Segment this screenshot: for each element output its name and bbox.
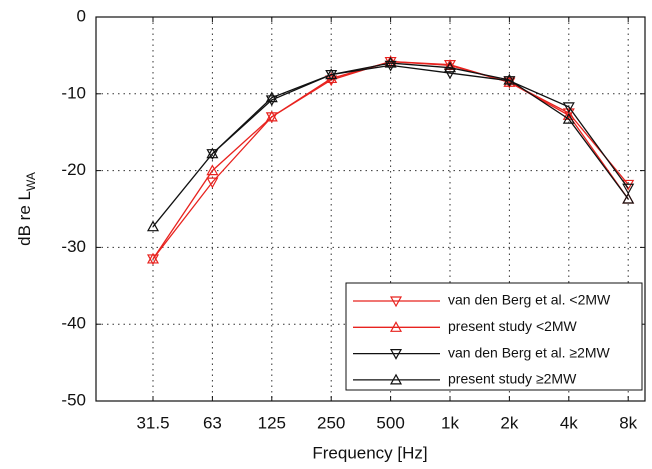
marker: [562, 102, 575, 114]
marker: [384, 60, 397, 72]
y-tick-label: -10: [61, 83, 86, 102]
x-tick-label: 500: [376, 413, 404, 432]
marker: [325, 72, 338, 84]
legend-label: van den Berg et al. <2MW: [448, 292, 611, 308]
y-axis-label-sub: WA: [24, 172, 38, 191]
x-tick-label: 4k: [560, 413, 578, 432]
y-tick-label: 0: [77, 6, 86, 25]
marker: [384, 56, 397, 68]
legend-label: present study ≥2MW: [448, 371, 577, 387]
legend-label: van den Berg et al. ≥2MW: [448, 344, 611, 360]
x-tick-label: 2k: [500, 413, 518, 432]
series-line: [211, 64, 629, 189]
legend: van den Berg et al. <2MW present study <2…: [345, 282, 643, 391]
marker: [622, 192, 635, 204]
legend-marker: [389, 321, 403, 332]
legend-marker: [389, 373, 403, 385]
marker: [206, 177, 219, 189]
marker: [146, 220, 160, 232]
y-axis-label: dB re LWA: [15, 172, 38, 246]
marker: [443, 61, 457, 73]
x-tick-label: 31.5: [136, 413, 169, 432]
x-tick-label: 1k: [441, 413, 459, 432]
y-tick-label: -20: [61, 160, 86, 179]
marker: [443, 68, 457, 80]
y-axis-label-main: dB re L: [15, 191, 34, 246]
marker: [325, 68, 338, 80]
marker: [622, 183, 635, 195]
marker: [206, 147, 219, 159]
x-tick-label: 250: [317, 413, 345, 432]
legend-marker: [389, 296, 403, 308]
marker: [562, 112, 575, 124]
y-tick-label: -40: [61, 314, 86, 333]
marker: [146, 252, 160, 264]
marker: [265, 91, 278, 103]
x-tick-label: 125: [258, 413, 286, 432]
marker: [503, 73, 516, 85]
series-line: [152, 62, 629, 228]
y-tick-label: -30: [61, 237, 86, 256]
marker: [265, 110, 278, 122]
legend-marker: [389, 349, 403, 360]
legend-label: present study <2MW: [448, 318, 578, 334]
x-axis-label: Frequency [Hz]: [312, 443, 427, 462]
x-tick-label: 8k: [619, 413, 637, 432]
plot-frame: [95, 16, 646, 402]
x-tick-label: 63: [203, 413, 222, 432]
marker: [206, 164, 219, 176]
y-tick-label: -50: [61, 390, 86, 409]
